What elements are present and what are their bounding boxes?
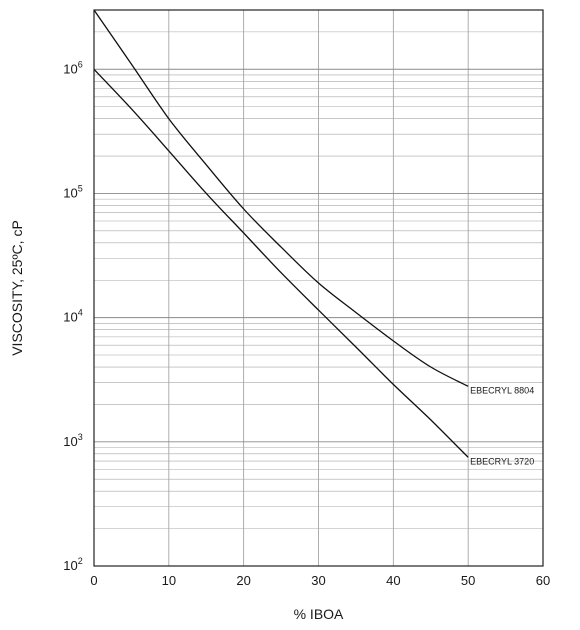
x-tick-label: 0: [90, 573, 97, 588]
y-tick-label: 102: [63, 556, 82, 573]
series-label-1: EBECRYL 8804: [470, 385, 534, 395]
x-tick-label: 30: [311, 573, 325, 588]
x-tick-label: 50: [461, 573, 475, 588]
x-tick-label: 10: [162, 573, 176, 588]
y-axis-title: VISCOSITY, 25ºC, cP: [9, 220, 25, 356]
x-tick-label: 40: [386, 573, 400, 588]
y-tick-label: 106: [63, 59, 82, 76]
series-label-2: EBECRYL 3720: [470, 456, 534, 466]
curves: [93, 9, 469, 458]
series-line-2: [93, 68, 469, 458]
y-tick-label: 104: [63, 308, 82, 325]
curve-labels: EBECRYL 8804 EBECRYL 3720: [470, 385, 534, 466]
y-tick-label: 103: [63, 432, 82, 449]
x-tick-label: 60: [536, 573, 550, 588]
x-tick-label: 20: [236, 573, 250, 588]
grid: [93, 9, 544, 567]
plot-frame: [93, 9, 544, 567]
x-axis-title: % IBOA: [294, 606, 344, 622]
tick-labels: 0 10 20 30 40 50 60 102 103 104 105 106: [63, 59, 550, 588]
y-tick-label: 105: [63, 183, 82, 200]
series-line-1: [93, 9, 469, 387]
